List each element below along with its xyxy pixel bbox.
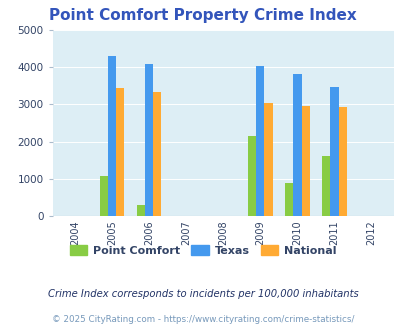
Bar <box>293 75 301 216</box>
Bar <box>153 92 161 216</box>
Bar <box>247 136 256 216</box>
Bar <box>136 205 145 216</box>
Bar <box>338 107 346 216</box>
Bar <box>301 106 309 216</box>
Bar <box>284 183 293 216</box>
Bar <box>116 88 124 216</box>
Text: Point Comfort Property Crime Index: Point Comfort Property Crime Index <box>49 8 356 23</box>
Text: © 2025 CityRating.com - https://www.cityrating.com/crime-statistics/: © 2025 CityRating.com - https://www.city… <box>51 315 354 324</box>
Bar <box>145 64 153 216</box>
Bar <box>264 103 272 216</box>
Bar <box>108 56 116 216</box>
Bar <box>330 87 338 216</box>
Bar <box>322 156 330 216</box>
Text: Crime Index corresponds to incidents per 100,000 inhabitants: Crime Index corresponds to incidents per… <box>47 289 358 299</box>
Legend: Point Comfort, Texas, National: Point Comfort, Texas, National <box>65 241 340 260</box>
Bar <box>256 66 264 216</box>
Bar <box>100 176 108 216</box>
